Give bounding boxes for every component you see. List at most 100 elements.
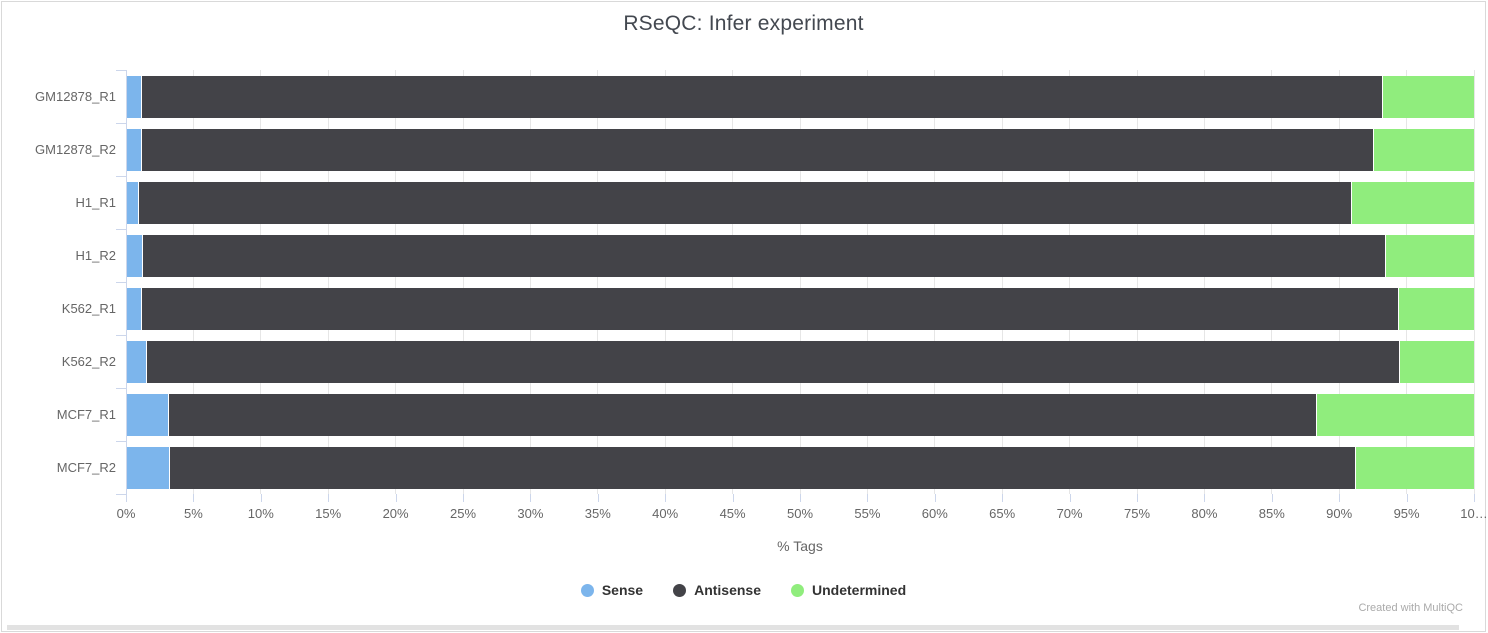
gridline bbox=[1001, 70, 1003, 494]
x-tick-label: 0% bbox=[116, 506, 136, 521]
x-tick-label: 65% bbox=[989, 506, 1016, 521]
bar-segment-antisense[interactable] bbox=[142, 234, 1386, 277]
y-axis-label: GM12878_R2 bbox=[35, 141, 116, 157]
bar-segment-undetermined[interactable] bbox=[1398, 340, 1474, 383]
bar-segment-undetermined[interactable] bbox=[1398, 287, 1474, 330]
bar-segment-sense[interactable] bbox=[126, 181, 139, 224]
gridline bbox=[1203, 70, 1205, 494]
x-tick-label: 10… bbox=[1460, 506, 1488, 521]
legend-label: Sense bbox=[601, 582, 644, 598]
gridline bbox=[934, 70, 936, 494]
stacked-bar bbox=[126, 340, 1474, 383]
bar-segment-undetermined[interactable] bbox=[1355, 446, 1474, 489]
x-tick-label: 75% bbox=[1123, 506, 1151, 521]
gridline bbox=[866, 70, 868, 494]
y-axis-tick bbox=[116, 388, 126, 389]
x-tick-label: 60% bbox=[921, 506, 948, 521]
legend-item-undetermined[interactable]: Undetermined bbox=[791, 582, 906, 598]
stacked-bar bbox=[126, 128, 1474, 171]
bar-segment-antisense[interactable] bbox=[167, 393, 1317, 436]
x-axis-tick bbox=[1204, 494, 1206, 502]
x-axis-tick bbox=[463, 494, 464, 502]
bar-segment-undetermined[interactable] bbox=[1316, 393, 1474, 436]
bar-segment-sense[interactable] bbox=[126, 446, 170, 489]
legend-label: Antisense bbox=[694, 582, 762, 598]
horizontal-scrollbar[interactable] bbox=[7, 625, 1459, 630]
bar-segment-sense[interactable] bbox=[126, 234, 143, 277]
y-axis-tick bbox=[116, 441, 126, 442]
bar-segment-antisense[interactable] bbox=[146, 340, 1399, 383]
gridline bbox=[1406, 70, 1408, 494]
bar-segment-antisense[interactable] bbox=[140, 287, 1399, 330]
x-axis-tick bbox=[260, 494, 262, 502]
legend-item-sense[interactable]: Sense bbox=[580, 582, 644, 598]
gridline bbox=[327, 70, 329, 494]
gridline bbox=[1136, 70, 1138, 494]
gridline bbox=[732, 70, 734, 494]
gridline bbox=[260, 70, 262, 494]
bar-segment-undetermined[interactable] bbox=[1382, 75, 1474, 118]
x-axis-tick bbox=[665, 494, 667, 502]
y-axis-tick bbox=[116, 176, 126, 177]
x-tick-label: 15% bbox=[315, 506, 342, 521]
bar-row bbox=[126, 335, 1474, 388]
bar-segment-sense[interactable] bbox=[126, 128, 141, 171]
y-axis-tick bbox=[116, 335, 126, 336]
stacked-bar bbox=[126, 446, 1474, 489]
bar-segment-antisense[interactable] bbox=[169, 446, 1356, 489]
x-axis-tick bbox=[1002, 494, 1004, 502]
x-axis-tick bbox=[1271, 494, 1273, 502]
bar-segment-undetermined[interactable] bbox=[1372, 128, 1474, 171]
x-tick-label: 30% bbox=[517, 506, 544, 521]
grid-layer bbox=[125, 70, 1475, 494]
x-axis-tick bbox=[193, 494, 195, 502]
y-axis-label: H1_R2 bbox=[75, 247, 116, 263]
stacked-bar bbox=[126, 181, 1474, 224]
gridline bbox=[664, 70, 666, 494]
x-tick-label: 55% bbox=[854, 506, 881, 521]
gridline bbox=[462, 70, 464, 494]
x-tick-label: 95% bbox=[1393, 506, 1420, 521]
y-axis-tick bbox=[116, 282, 126, 283]
bar-segment-sense[interactable] bbox=[126, 340, 147, 383]
x-tick-label: 90% bbox=[1326, 506, 1353, 521]
legend-item-antisense[interactable]: Antisense bbox=[673, 582, 761, 598]
y-axis-label: K562_R2 bbox=[61, 353, 116, 369]
y-axis-label: MCF7_R2 bbox=[56, 459, 116, 475]
bars-layer bbox=[126, 70, 1474, 494]
x-axis-tick bbox=[867, 494, 869, 502]
x-tick-label: 20% bbox=[382, 506, 409, 521]
chart-title: RSeQC: Infer experiment bbox=[623, 12, 864, 35]
bar-row bbox=[126, 282, 1474, 335]
x-axis-tick bbox=[1406, 494, 1408, 502]
x-axis-tick bbox=[1339, 494, 1341, 502]
bar-segment-antisense[interactable] bbox=[138, 181, 1352, 224]
x-axis-tick bbox=[1474, 494, 1475, 502]
y-axis-label: MCF7_R1 bbox=[56, 406, 116, 422]
gridline bbox=[1473, 70, 1475, 494]
bar-segment-sense[interactable] bbox=[126, 75, 141, 118]
x-axis-tick bbox=[395, 494, 397, 502]
y-axis-tick bbox=[116, 123, 126, 124]
x-axis-tick bbox=[732, 494, 734, 502]
bar-segment-sense[interactable] bbox=[126, 393, 168, 436]
bar-segment-sense[interactable] bbox=[126, 287, 141, 330]
gridline bbox=[1271, 70, 1273, 494]
x-axis-tick bbox=[530, 494, 532, 502]
bar-segment-undetermined[interactable] bbox=[1351, 181, 1474, 224]
bar-segment-antisense[interactable] bbox=[140, 128, 1373, 171]
gridline bbox=[597, 70, 599, 494]
x-tick-label: 70% bbox=[1056, 506, 1083, 521]
y-axis-label: H1_R1 bbox=[75, 194, 116, 210]
legend-label: Undetermined bbox=[812, 582, 907, 598]
bar-segment-antisense[interactable] bbox=[140, 75, 1383, 118]
stacked-bar bbox=[126, 75, 1474, 118]
gridline bbox=[529, 70, 531, 494]
x-axis-tick bbox=[800, 494, 801, 502]
bar-row bbox=[126, 441, 1474, 494]
y-axis-line bbox=[126, 70, 127, 494]
x-axis-tick bbox=[597, 494, 599, 502]
bar-segment-undetermined[interactable] bbox=[1385, 234, 1474, 277]
